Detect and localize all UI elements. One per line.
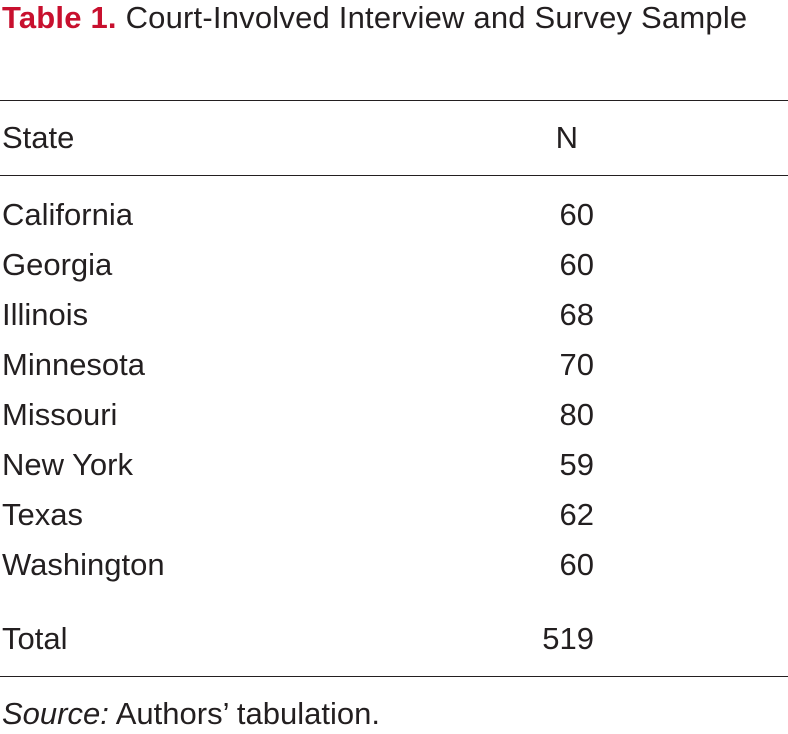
- state-cell: Georgia: [2, 247, 113, 282]
- table-row: Washington 60: [0, 545, 788, 585]
- top-rule: [0, 100, 788, 101]
- table-row: Minnesota 70: [0, 345, 788, 385]
- n-cell: 60: [559, 247, 594, 282]
- n-cell: 59: [559, 447, 594, 482]
- n-cell: 70: [559, 347, 594, 382]
- source-label: Source:: [2, 696, 109, 731]
- table-row: California 60: [0, 195, 788, 235]
- state-cell: New York: [2, 447, 133, 482]
- state-cell: Illinois: [2, 297, 89, 332]
- table-header-row: State N: [0, 118, 788, 158]
- table-title: Court-Involved Interview and Survey Samp…: [125, 0, 748, 35]
- source-text: Authors’ tabulation.: [115, 696, 380, 731]
- state-cell: Minnesota: [2, 347, 146, 382]
- n-cell: 80: [559, 397, 594, 432]
- n-cell: 68: [559, 297, 594, 332]
- n-cell: 60: [559, 197, 594, 232]
- state-cell: California: [2, 197, 133, 232]
- column-header-n: N: [555, 120, 578, 155]
- table-row: Missouri 80: [0, 395, 788, 435]
- header-rule: [0, 175, 788, 176]
- column-header-state: State: [2, 120, 75, 155]
- table-row: Georgia 60: [0, 245, 788, 285]
- total-row: Total 519: [0, 619, 788, 659]
- table-caption: Table 1. Court-Involved Interview and Su…: [2, 0, 762, 42]
- table-row: New York 59: [0, 445, 788, 485]
- table-row: Illinois 68: [0, 295, 788, 335]
- state-cell: Missouri: [2, 397, 118, 432]
- state-cell: Texas: [2, 497, 83, 532]
- n-cell: 60: [559, 547, 594, 582]
- state-cell: Washington: [2, 547, 165, 582]
- bottom-rule: [0, 676, 788, 677]
- table-row: Texas 62: [0, 495, 788, 535]
- table-number: Table 1.: [2, 0, 117, 35]
- total-value: 519: [542, 621, 594, 656]
- total-label: Total: [2, 621, 68, 656]
- n-cell: 62: [559, 497, 594, 532]
- source-note: Source: Authors’ tabulation.: [2, 694, 380, 734]
